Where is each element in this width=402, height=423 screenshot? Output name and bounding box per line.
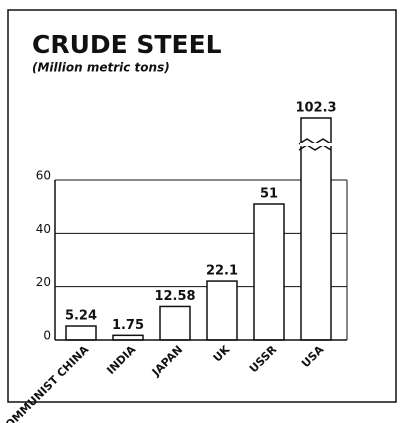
x-tick-label: USSR: [247, 343, 280, 376]
y-tick-label: 60: [36, 169, 51, 183]
x-tick-label: INDIA: [104, 343, 138, 377]
bar: [159, 305, 191, 341]
frame: [7, 9, 397, 403]
value-label: 102.3: [295, 101, 336, 116]
chart-title: CRUDE STEEL: [32, 30, 222, 59]
y-tick-label: 20: [36, 275, 51, 289]
bar: [65, 325, 97, 341]
value-label: 51: [260, 187, 278, 202]
bar: [253, 203, 285, 341]
break-gap: [300, 143, 332, 146]
bar: [206, 280, 238, 341]
y-tick-label: 40: [36, 222, 51, 236]
chart-subtitle: (Million metric tons): [32, 61, 170, 75]
bar: [300, 117, 332, 341]
y-tick-label: 0: [43, 329, 51, 343]
value-label: 1.75: [112, 318, 144, 333]
x-tick-label: UK: [211, 343, 233, 365]
x-tick-label: JAPAN: [149, 343, 185, 379]
value-label: 5.24: [65, 309, 97, 324]
x-tick-label: COMMUNIST CHINA: [0, 343, 92, 423]
value-label: 22.1: [206, 264, 238, 279]
x-tick-label: USA: [299, 343, 326, 370]
value-label: 12.58: [154, 289, 195, 304]
